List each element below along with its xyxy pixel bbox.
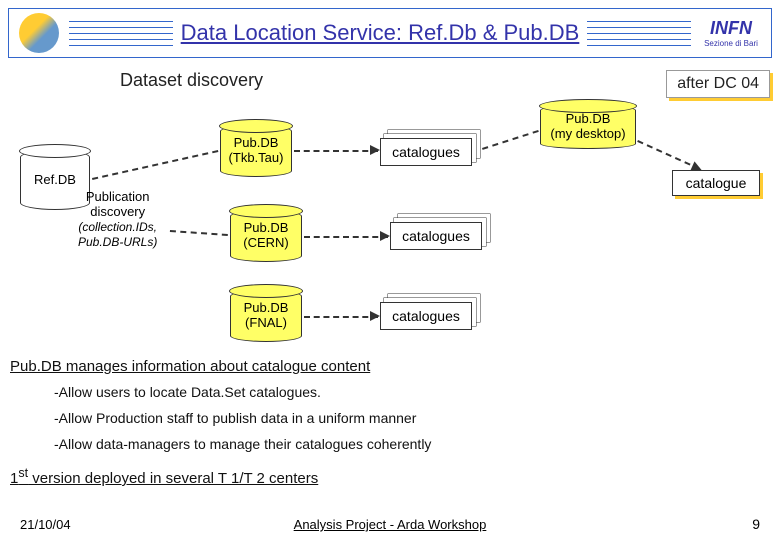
slide-header: Data Location Service: Ref.Db & Pub.DB I…: [8, 8, 772, 58]
connector: [294, 150, 378, 152]
bullet-3: -Allow data-managers to manage their cat…: [54, 436, 431, 452]
title-area: Data Location Service: Ref.Db & Pub.DB: [69, 9, 691, 57]
bullet-2: -Allow Production staff to publish data …: [54, 410, 416, 426]
pubdb-cylinder-2: Pub.DB(FNAL): [230, 290, 302, 342]
catalogues-stack-2: catalogues: [380, 302, 472, 330]
connector: [482, 130, 539, 150]
pubdb-desktop-cylinder: Pub.DB(my desktop): [540, 105, 636, 149]
connector: [304, 236, 388, 238]
arrow-icon: [370, 311, 380, 321]
pubdb-manages-line: Pub.DB manages information about catalog…: [10, 358, 370, 375]
catalogue-box: catalogue: [672, 170, 760, 196]
connector: [304, 316, 378, 318]
arrow-icon: [380, 231, 390, 241]
connector: [637, 140, 700, 170]
footer-center: Analysis Project - Arda Workshop: [0, 517, 780, 532]
infn-logo: INFN Sezione di Bari: [691, 9, 771, 57]
pubdb-cylinder-0: Pub.DB(Tkb.Tau): [220, 125, 292, 177]
slide-title: Data Location Service: Ref.Db & Pub.DB: [173, 20, 588, 46]
footer-page-number: 9: [752, 516, 760, 532]
arrow-icon: [370, 145, 380, 155]
connector: [170, 230, 228, 236]
after-dc04-badge: after DC 04: [666, 70, 770, 98]
pubdb-cylinder-1: Pub.DB(CERN): [230, 210, 302, 262]
version-line: 1st version deployed in several T 1/T 2 …: [10, 466, 318, 487]
dataset-discovery-label: Dataset discovery: [120, 70, 263, 91]
catalogues-stack-1: catalogues: [390, 222, 482, 250]
cms-logo: [9, 9, 69, 57]
connector: [92, 150, 218, 180]
bullet-1: -Allow users to locate Data.Set catalogu…: [54, 384, 321, 400]
publication-discovery-label: Publicationdiscovery(collection.IDs,Pub.…: [78, 190, 157, 250]
catalogues-stack-0: catalogues: [380, 138, 472, 166]
